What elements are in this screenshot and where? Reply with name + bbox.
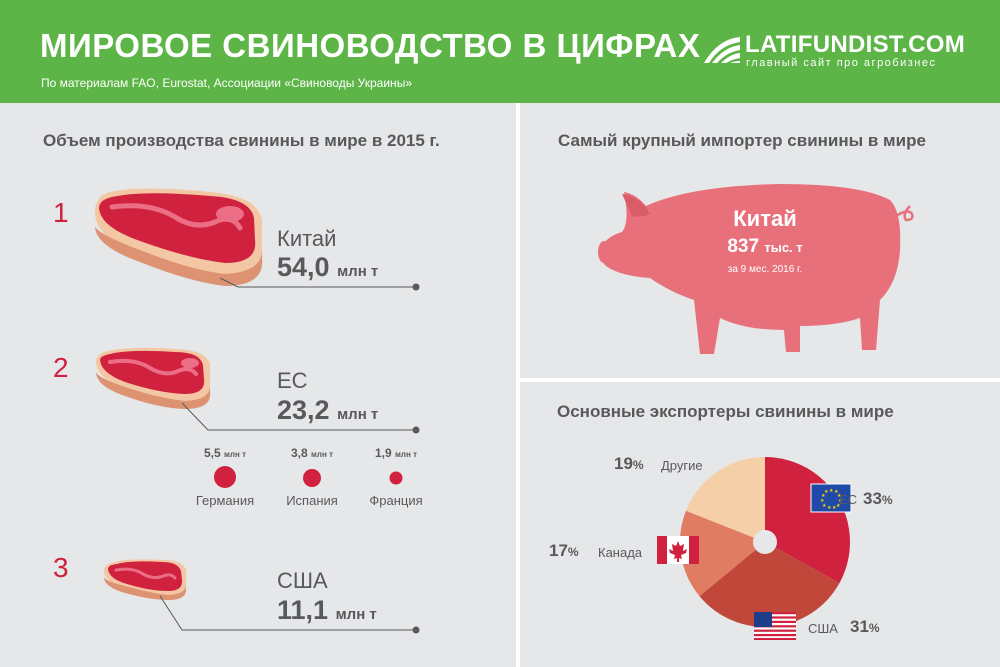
rank-1: 1: [53, 197, 69, 228]
connector-line-2: [181, 402, 416, 431]
percent-value: 31: [850, 617, 869, 636]
percent-value: 33: [863, 489, 882, 508]
logo-field-icon: [704, 37, 740, 63]
importer-amount: 837 тыс. т: [700, 236, 830, 258]
importer-period: за 9 мес. 2016 г.: [727, 264, 803, 275]
percent-sign: %: [567, 545, 579, 559]
steak-icon-small: [104, 559, 187, 600]
logo-name: LATIFUNDIST.COM: [745, 31, 966, 58]
germany-label: Германия: [195, 493, 255, 508]
svg-text:★: ★: [822, 503, 827, 509]
percent-sign: %: [881, 493, 893, 507]
steak-icon-large: [95, 188, 263, 286]
sub-value: 5,5: [203, 446, 221, 460]
pie-slice-3: [685, 457, 765, 542]
exporters-title: Основные экспортеры свинины в мире: [557, 402, 894, 421]
sub-value: 1,9: [374, 446, 392, 460]
logo-tagline: главный сайт про агробизнес: [746, 57, 937, 69]
vertical-divider: [516, 103, 520, 667]
france-dot: [389, 471, 403, 485]
svg-text:★: ★: [820, 498, 825, 504]
amount-value: 11,1: [277, 595, 329, 625]
production-graphics: [95, 188, 420, 634]
usa-flag-icon: [754, 612, 796, 640]
canada-flag-icon: [657, 536, 699, 564]
amount-value: 23,2: [277, 395, 330, 425]
others-label: Другие: [661, 458, 703, 473]
production-title: Объем производства свинины в мире в 2015…: [43, 131, 440, 150]
germany-dot: [214, 466, 236, 488]
page-subtitle: По материалам FAO, Eurostat, Ассоциации …: [41, 76, 412, 90]
amount-eu: 23,2 млн т: [277, 395, 378, 426]
country-china: Китай: [277, 226, 337, 251]
connector-dot-1: [412, 283, 420, 291]
horizontal-divider: [516, 378, 1000, 382]
germany-value: 5,5 млн т: [185, 446, 265, 460]
importer-value: 837: [727, 236, 760, 257]
percent-sign: %: [868, 621, 880, 635]
latifundist-logo[interactable]: LATIFUNDIST.COM главный сайт про агробиз…: [702, 31, 966, 71]
svg-text:★: ★: [837, 493, 842, 499]
country-eu: ЕС: [277, 368, 308, 393]
percent-sign: %: [632, 458, 644, 472]
svg-text:★: ★: [838, 498, 843, 504]
eu-label: ЕС: [839, 492, 858, 507]
spain-dot: [303, 469, 321, 487]
connector-line-1: [219, 277, 416, 288]
header-banner: МИРОВОЕ СВИНОВОДСТВО В ЦИФРАХ По материа…: [0, 0, 1000, 103]
eu-percent: 33%: [863, 489, 893, 509]
amount-unit: млн т: [337, 406, 379, 423]
percent-value: 19: [614, 454, 633, 473]
spain-label: Испания: [286, 493, 338, 508]
production-panel: [0, 103, 516, 667]
eu-flag-icon: ★ ★★ ★★★ ★★★ ★★: [810, 483, 852, 513]
svg-text:★: ★: [829, 488, 834, 494]
sub-value: 3,8: [290, 446, 308, 460]
sub-unit: млн т: [311, 450, 333, 459]
connector-dot-2: [412, 426, 420, 434]
france-value: 1,9 млн т: [356, 446, 436, 460]
amount-unit: млн т: [337, 263, 379, 280]
importer-country: Китай: [733, 206, 797, 231]
percent-value: 17: [549, 541, 568, 560]
svg-text:★: ★: [834, 489, 839, 495]
pie-slice-2: [680, 510, 765, 597]
rank-2: 2: [53, 352, 69, 383]
svg-text:★: ★: [827, 505, 832, 511]
usa-label: США: [808, 621, 838, 636]
importer-title: Самый крупный импортер свинины в мире: [558, 131, 926, 150]
svg-text:★: ★: [832, 505, 837, 511]
canada-percent: 17%: [549, 541, 579, 561]
pig-icon: [598, 184, 914, 354]
connector-dot-3: [412, 626, 420, 634]
sub-unit: млн т: [224, 450, 246, 459]
importer-unit: тыс. т: [764, 240, 803, 255]
amount-usa: 11,1 млн т: [277, 595, 377, 626]
amount-value: 54,0: [277, 252, 330, 282]
usa-percent: 31%: [850, 617, 880, 637]
svg-text:★: ★: [821, 493, 826, 499]
others-percent: 19%: [614, 454, 644, 474]
sub-unit: млн т: [395, 450, 417, 459]
canada-label: Канада: [598, 545, 643, 560]
rank-3: 3: [53, 552, 69, 583]
pie-center-hole: [753, 530, 777, 554]
spain-value: 3,8 млн т: [272, 446, 352, 460]
france-label: Франция: [369, 493, 423, 508]
svg-text:★: ★: [824, 489, 829, 495]
pie-slice-1: [699, 542, 840, 627]
amount-unit: млн т: [335, 606, 377, 623]
page-title: МИРОВОЕ СВИНОВОДСТВО В ЦИФРАХ: [40, 27, 701, 64]
svg-text:★: ★: [836, 503, 841, 509]
country-usa: США: [277, 568, 328, 593]
amount-china: 54,0 млн т: [277, 252, 378, 283]
steak-icon-medium: [96, 347, 211, 409]
connector-line-3: [159, 595, 416, 631]
